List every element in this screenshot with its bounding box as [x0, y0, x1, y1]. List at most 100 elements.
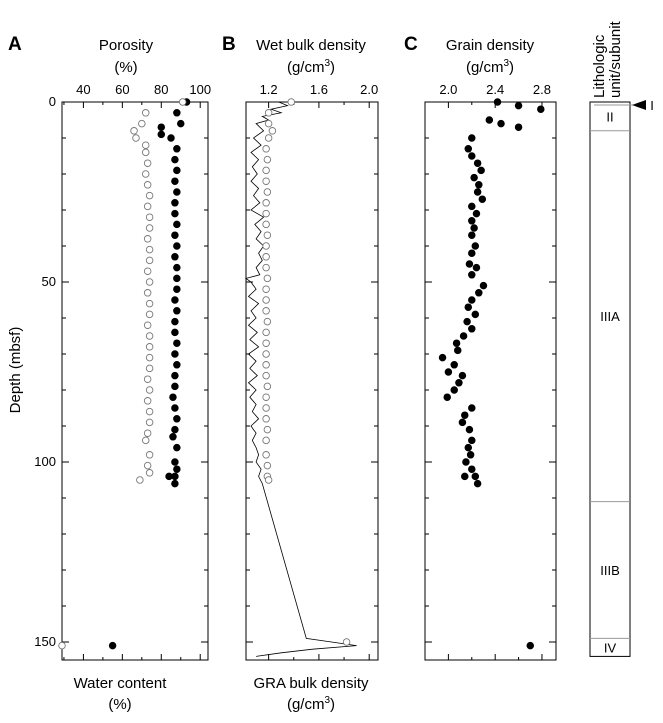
porosity-point — [173, 465, 181, 473]
lithology-title-line1: Lithologic — [591, 34, 608, 98]
wet-bulk-density-point — [264, 109, 273, 117]
grain-density-point — [526, 641, 535, 650]
grain-density-unit-sup: 3 — [503, 58, 509, 69]
lithology-unit-label: IIIB — [600, 563, 620, 578]
grain-density-point — [479, 281, 488, 290]
x-tick-label: 1.6 — [310, 82, 328, 97]
porosity-point — [171, 382, 179, 391]
grain-density-point — [485, 116, 494, 124]
porosity-point — [171, 472, 179, 481]
y-axis-label: Depth (mbsf) — [7, 327, 24, 414]
porosity-point — [173, 274, 181, 283]
grain-density-point — [438, 353, 447, 362]
grain-density-title: Grain density — [446, 37, 535, 54]
porosity-point — [173, 443, 181, 452]
grain-density-point — [459, 332, 468, 340]
grain-density-point — [475, 181, 483, 189]
porosity-point — [173, 188, 181, 196]
panel-letter-a: A — [8, 34, 22, 55]
panel-b-bulk-density-plot: 1.2 1.6 2.0 — [245, 82, 379, 661]
plot-frame — [245, 101, 379, 661]
grain-density-point — [537, 105, 545, 113]
porosity-point — [157, 130, 166, 139]
porosity-point — [173, 415, 181, 423]
plot-frame — [61, 101, 209, 661]
porosity-point — [171, 425, 179, 434]
water-content-point — [132, 134, 140, 142]
wet-bulk-density-point — [262, 253, 270, 261]
porosity-point — [171, 209, 179, 218]
water-content-point — [145, 364, 154, 373]
porosity-point — [173, 285, 181, 293]
grain-density-point — [462, 458, 470, 466]
grain-density-point — [444, 368, 453, 376]
wet-bulk-density-unit-base: (g/cm — [287, 59, 325, 76]
water-content-point — [178, 98, 187, 106]
grain-density-point — [468, 271, 476, 279]
wet-bulk-density-point — [263, 425, 272, 434]
water-content-point — [145, 343, 154, 351]
water-content-point — [143, 375, 152, 383]
wet-bulk-density-point — [262, 371, 270, 380]
wet-bulk-density-point — [263, 231, 272, 239]
porosity-point — [171, 404, 179, 412]
grain-density-point — [468, 404, 476, 412]
grain-density-point — [461, 411, 469, 419]
x-tick-label: 2.4 — [486, 82, 504, 97]
wet-bulk-density-point — [262, 285, 270, 293]
porosity-title: Porosity — [99, 37, 154, 54]
wet-bulk-density-point — [262, 436, 270, 445]
wet-bulk-density-point — [268, 127, 277, 135]
wet-bulk-density-point — [262, 350, 270, 358]
grain-density-point — [450, 386, 458, 394]
wet-bulk-density-point — [262, 339, 270, 347]
wet-bulk-density-point — [264, 134, 273, 142]
grain-density-point — [470, 173, 478, 182]
water-content-point — [145, 213, 154, 221]
water-content-point — [141, 436, 150, 445]
grain-density-unit-tail: ) — [509, 59, 514, 76]
grain-density-point — [477, 166, 485, 175]
porosity-point — [171, 479, 179, 488]
water-content-point — [145, 245, 154, 254]
porosity-point — [173, 220, 181, 229]
wet-bulk-density-point — [262, 199, 270, 207]
water-content-point — [145, 469, 154, 477]
x-tick-label: 40 — [76, 82, 90, 97]
grain-density-point — [468, 436, 476, 445]
wet-bulk-density-point — [263, 155, 272, 164]
grain-density-unit-base: (g/cm — [466, 59, 504, 76]
wet-bulk-density-point — [262, 393, 270, 401]
grain-density-point — [468, 296, 476, 304]
unit-i-label: I — [650, 98, 654, 113]
porosity-point — [171, 253, 179, 261]
water-content-point — [136, 476, 144, 484]
porosity-point — [173, 109, 181, 117]
grain-density-point — [452, 339, 461, 347]
water-content-point — [145, 299, 154, 308]
panel-a-porosity-plot: 0 50 100 150 40 60 80 100 — [34, 82, 211, 661]
x-tick-label: 2.8 — [533, 82, 551, 97]
porosity-point — [171, 328, 179, 337]
water-content-point — [143, 397, 152, 405]
wet-bulk-density-point — [262, 263, 270, 272]
wet-bulk-density-point — [262, 242, 270, 250]
gra-bulk-density-unit-tail: ) — [330, 696, 335, 713]
lithology-unit-label: IIIA — [600, 309, 620, 324]
porosity-point — [167, 134, 175, 142]
wet-bulk-density-point — [262, 451, 270, 459]
x-tick-label: 60 — [115, 82, 129, 97]
wet-bulk-density-point — [263, 382, 272, 391]
panel-letter-b: B — [222, 34, 236, 55]
wet-bulk-density-point — [264, 119, 273, 128]
water-content-point — [145, 353, 154, 362]
wet-bulk-density-point — [262, 296, 270, 304]
grain-density-point — [468, 325, 476, 333]
grain-density-point — [468, 465, 476, 473]
grain-density-point — [514, 123, 523, 131]
x-tick-label: 2.0 — [439, 82, 457, 97]
porosity-point — [171, 155, 179, 164]
lithology-unit-label: II — [606, 109, 613, 124]
water-content-point — [143, 159, 152, 167]
grain-density-point — [478, 195, 487, 203]
